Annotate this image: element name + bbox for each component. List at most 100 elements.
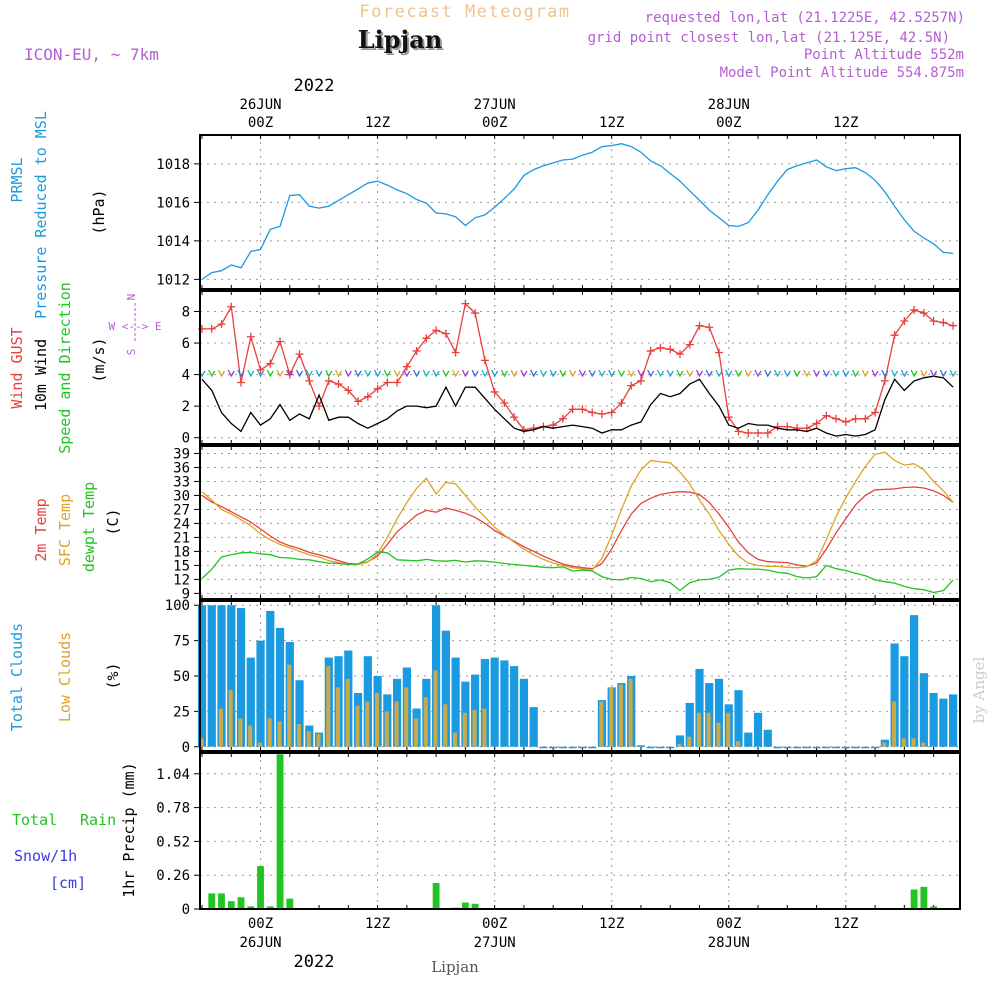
total-cloud-bar xyxy=(197,605,207,747)
gust-point xyxy=(939,318,948,327)
wind-direction-arrow xyxy=(861,369,869,378)
gust-point xyxy=(841,417,850,426)
precip-total-label: Total xyxy=(12,811,57,829)
total-cloud-bar xyxy=(695,668,704,747)
gust-point xyxy=(685,340,694,349)
precip-rain-label: Rain xyxy=(80,811,116,829)
total-cloud-bar xyxy=(773,746,782,749)
gust-point xyxy=(588,408,597,417)
rain-bar xyxy=(286,898,294,909)
low-cloud-bar xyxy=(609,687,614,747)
total-cloud-bar xyxy=(861,746,870,749)
y-tick-label: 0.52 xyxy=(156,834,190,850)
gust-point xyxy=(695,321,704,330)
wind-direction-arrow xyxy=(393,369,401,378)
wind-direction-arrow xyxy=(403,369,411,378)
gust-point xyxy=(675,350,684,359)
rain-bar xyxy=(276,754,284,909)
total-cloud-bar xyxy=(217,605,226,747)
low-cloud-bar xyxy=(443,704,448,747)
precip-unit: 1hr Precip (mm) xyxy=(120,762,138,897)
y-tick-label: 6 xyxy=(182,336,190,352)
low-cloud-bar xyxy=(687,736,692,747)
total-cloud-bar xyxy=(666,746,675,749)
gust-point xyxy=(324,376,333,385)
low-cloud-bar xyxy=(706,712,711,747)
wind-direction-arrow xyxy=(208,369,216,378)
low-cloud-bar xyxy=(374,692,380,747)
low-cloud-bar xyxy=(735,741,740,747)
gust-point xyxy=(246,332,255,341)
wind-direction-arrow xyxy=(891,369,899,378)
total-cloud-bar xyxy=(753,712,763,747)
gust-point xyxy=(480,356,489,365)
gust-point xyxy=(383,378,392,387)
total-cloud-bar xyxy=(812,746,821,749)
gust-point xyxy=(636,376,645,385)
y-tick-label: 1016 xyxy=(156,195,190,211)
wind-direction-arrow xyxy=(422,369,430,378)
total-cloud-bar xyxy=(949,694,958,747)
y-tick-label: 25 xyxy=(173,704,190,720)
top-time-label: 12Z xyxy=(833,115,858,131)
gust-point xyxy=(295,350,304,359)
clouds-unit: (%) xyxy=(104,662,122,689)
gust-point xyxy=(402,362,411,371)
chart-title: Forecast Meteogram xyxy=(359,2,570,22)
low-cloud-bar xyxy=(696,712,701,747)
wind-direction-arrow xyxy=(559,369,567,378)
top-time-label: 00Z xyxy=(482,115,507,131)
low-cloud-bar xyxy=(677,743,682,747)
total-cloud-bar xyxy=(246,657,255,747)
gust-point xyxy=(568,405,577,414)
low-cloud-bar xyxy=(267,718,272,747)
low-cloud-bar xyxy=(472,709,477,747)
top-date-label: 26JUN xyxy=(239,97,281,113)
gust-point xyxy=(880,376,889,385)
gust-point xyxy=(744,428,753,437)
watermark: by Angel xyxy=(970,656,988,723)
panel-frame xyxy=(199,445,961,600)
wind-direction-arrow xyxy=(578,369,586,378)
gust-point xyxy=(910,305,919,314)
wind-direction-arrow xyxy=(334,369,343,378)
wind-direction-arrow xyxy=(773,369,782,378)
gust-point xyxy=(451,348,460,357)
total-cloud-bar xyxy=(929,692,938,747)
wind-direction-arrow xyxy=(510,369,518,378)
bottom-time-label: 12Z xyxy=(833,916,858,932)
low-cloud-bar xyxy=(628,678,633,747)
low-cloud-bar xyxy=(482,708,487,747)
gust-point xyxy=(422,334,431,343)
total-cloud-bar xyxy=(744,732,753,747)
y-tick-label: 1014 xyxy=(156,234,190,250)
total-cloud-bar xyxy=(900,656,909,747)
low-cloud-bar xyxy=(316,734,321,747)
wind-unit: (m/s) xyxy=(90,337,108,382)
total-cloud-bar xyxy=(675,735,685,747)
low-cloud-bar xyxy=(218,708,223,747)
total-cloud-bar xyxy=(802,746,811,749)
gust-point xyxy=(617,398,626,407)
wind-direction-arrow xyxy=(432,369,440,378)
rain-bar xyxy=(257,866,264,909)
pressure-unit: (hPa) xyxy=(90,189,108,234)
temp-unit: (C) xyxy=(104,508,122,535)
low-cloud-bar xyxy=(882,742,887,747)
total-cloud-bar xyxy=(207,605,216,747)
panel-frame xyxy=(199,600,961,752)
y-tick-label: 9 xyxy=(182,586,190,602)
gust-point xyxy=(363,392,372,401)
bottom-date-label: 28JUN xyxy=(708,935,750,951)
wind-direction-arrow xyxy=(920,369,928,378)
low-cloud-bar xyxy=(452,732,458,747)
gust-point xyxy=(471,309,480,318)
bottom-date-label: 27JUN xyxy=(474,935,516,951)
wind-direction-arrow xyxy=(266,369,274,378)
total-cloud-bar xyxy=(656,746,665,749)
series-prmsl xyxy=(201,143,954,280)
y-tick-label: 8 xyxy=(182,305,190,321)
low-cloud-bar xyxy=(423,697,428,747)
low-cloud-bar xyxy=(901,738,906,747)
